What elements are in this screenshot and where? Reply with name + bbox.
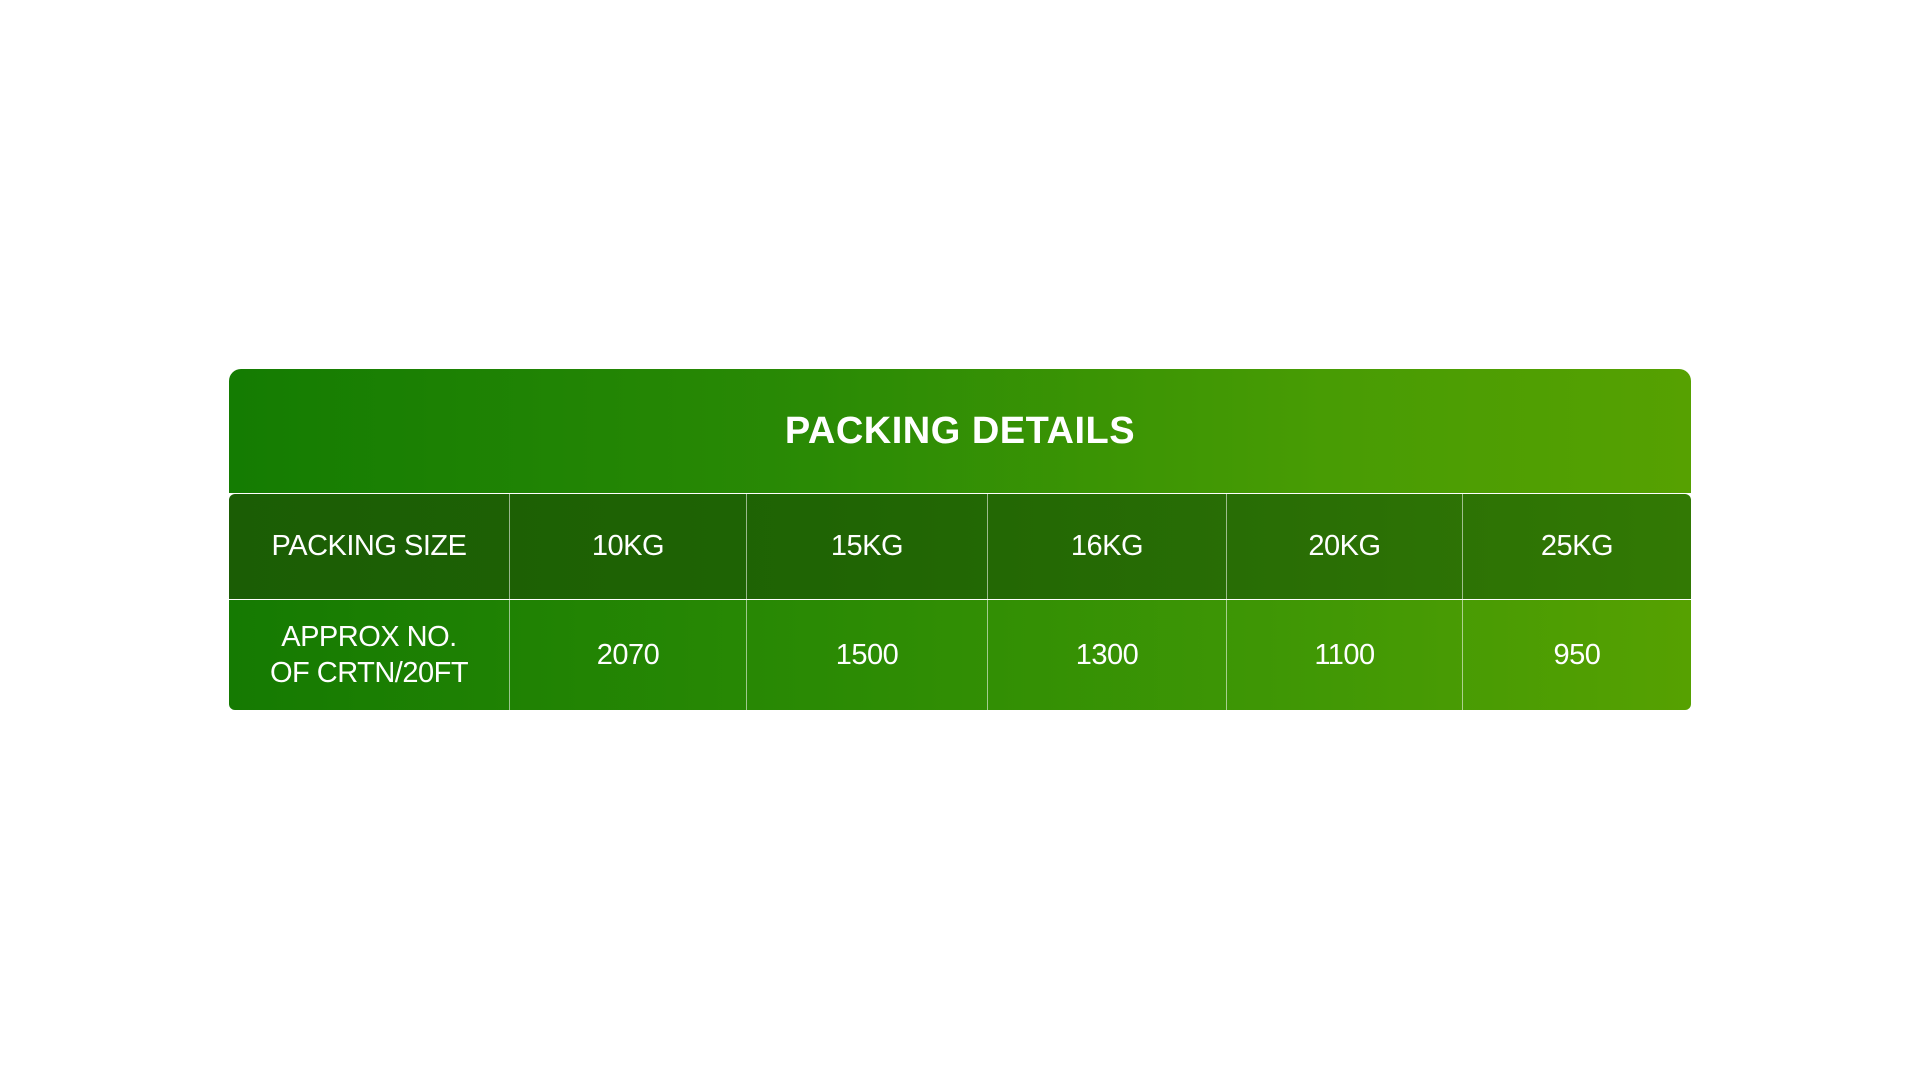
header-row: PACKING SIZE 10KG 15KG 16KG 20KG 25KG xyxy=(229,494,1691,599)
table-title-bar: PACKING DETAILS xyxy=(229,369,1691,493)
value-cell: 1100 xyxy=(1226,600,1462,710)
row-label: APPROX NO. OF CRTN/20FT xyxy=(269,620,469,689)
header-cell: 25KG xyxy=(1462,494,1691,599)
value-cell: 950 xyxy=(1462,600,1691,710)
header-cell: 20KG xyxy=(1226,494,1462,599)
packing-details-table: PACKING DETAILS PACKING SIZE 10KG 15KG 1… xyxy=(229,369,1691,710)
header-cell: 10KG xyxy=(509,494,746,599)
table-row: APPROX NO. OF CRTN/20FT 2070 1500 1300 1… xyxy=(229,600,1691,710)
table-title: PACKING DETAILS xyxy=(784,409,1136,452)
value-cell: 1500 xyxy=(746,600,987,710)
header-label-cell: PACKING SIZE xyxy=(271,530,467,563)
value-cell: 2070 xyxy=(509,600,746,710)
header-cell: 15KG xyxy=(746,494,987,599)
row-label-cell: APPROX NO. OF CRTN/20FT xyxy=(229,600,509,710)
value-cell: 1300 xyxy=(987,600,1226,710)
header-cell: 16KG xyxy=(987,494,1226,599)
